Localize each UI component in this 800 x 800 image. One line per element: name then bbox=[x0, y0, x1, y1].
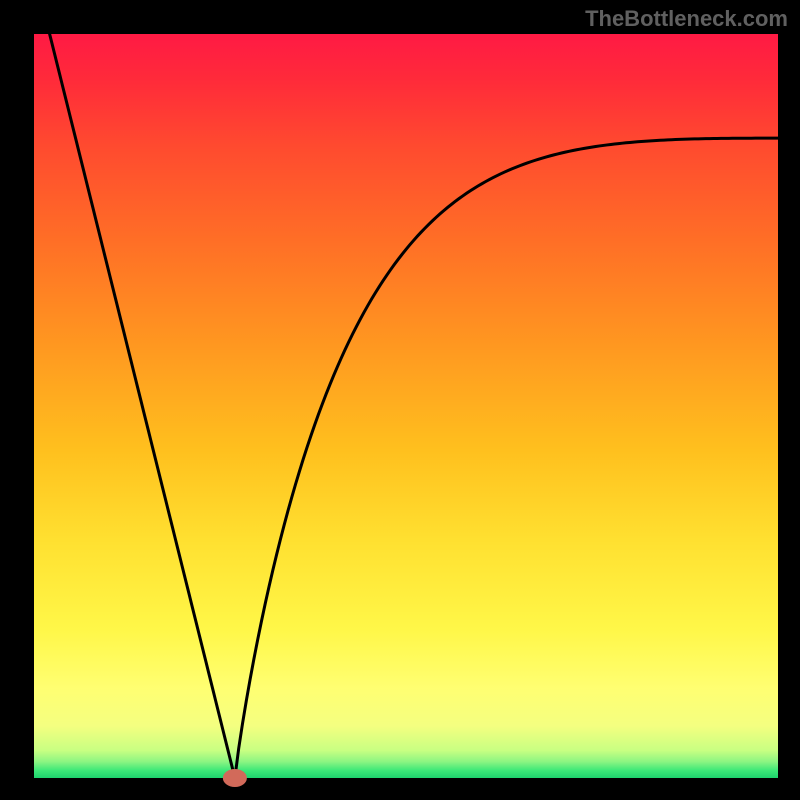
bottleneck-curve bbox=[50, 34, 778, 778]
curve-layer bbox=[0, 0, 800, 800]
minimum-marker bbox=[223, 769, 247, 787]
watermark-text: TheBottleneck.com bbox=[585, 6, 788, 32]
chart-root: TheBottleneck.com bbox=[0, 0, 800, 800]
